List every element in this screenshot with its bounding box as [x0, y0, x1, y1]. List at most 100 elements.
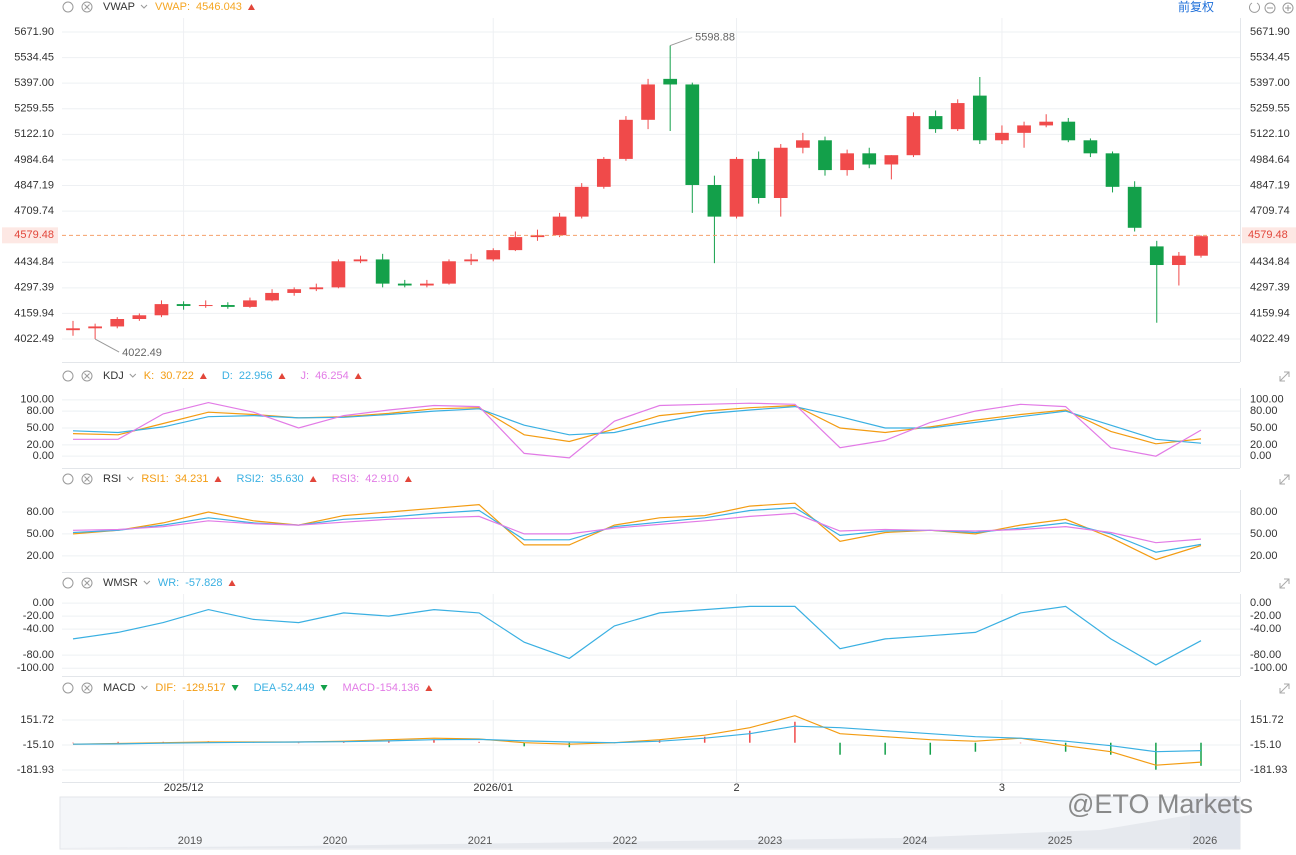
- y2-tick-label: 50.00: [1250, 528, 1278, 540]
- y-tick-label: 5534.45: [14, 51, 54, 63]
- y2-tick-label: 20.00: [1250, 550, 1278, 562]
- trend-up-icon: [228, 580, 236, 586]
- close-mark: [84, 685, 90, 691]
- expand-icon[interactable]: [1279, 474, 1290, 485]
- panel-title[interactable]: WMSR: [103, 577, 138, 589]
- y2-tick-label: 5671.90: [1250, 26, 1290, 38]
- settings-icon[interactable]: [62, 370, 74, 382]
- candle-body: [773, 147, 788, 199]
- candle-body: [1172, 255, 1186, 266]
- y-tick-label: -15.10: [23, 739, 54, 751]
- y-tick-label: 5397.00: [14, 77, 54, 89]
- close-icon[interactable]: [81, 370, 93, 382]
- dropdown-icon: [140, 4, 148, 9]
- legend-name: WR:: [158, 577, 179, 589]
- indicator-line: [72, 512, 1202, 544]
- expand-icon[interactable]: [1279, 371, 1290, 382]
- candle-body: [884, 155, 899, 165]
- y2-tick-label: 0.00: [1250, 450, 1271, 462]
- macd-bar: [523, 742, 525, 747]
- y-tick-label: 80.00: [26, 506, 54, 518]
- settings-icon[interactable]: [62, 473, 74, 485]
- candle-body: [309, 287, 324, 290]
- trend-up-icon: [278, 373, 286, 379]
- close-mark: [84, 4, 90, 10]
- candle-body: [596, 158, 611, 187]
- candle-body: [397, 283, 412, 286]
- trend-up-icon: [404, 476, 412, 482]
- adjust-button[interactable]: 前复权: [1178, 0, 1214, 14]
- y2-tick-label: 4022.49: [1250, 333, 1290, 345]
- y-tick-label: 20.00: [26, 550, 54, 562]
- panel: 80.00 80.00 50.00 50.00 20.00 20.00 RSI RSI1: 34…: [26, 473, 1290, 573]
- y2-tick-label: 0.00: [1250, 597, 1271, 609]
- macd-bar: [839, 742, 841, 755]
- undo-icon[interactable]: [1249, 2, 1260, 13]
- zoom-in-icon[interactable]: [1282, 2, 1294, 14]
- y2-tick-label: 4984.64: [1250, 154, 1290, 166]
- y2-tick-label: -20.00: [1250, 610, 1281, 622]
- trend-up-icon: [199, 373, 207, 379]
- candle-body: [1061, 121, 1076, 141]
- navigator-label: 2024: [903, 835, 927, 847]
- candle-body: [707, 184, 722, 217]
- y2-tick-label: -80.00: [1250, 649, 1281, 661]
- legend-value: 34.231: [175, 473, 209, 485]
- toolbar-icons[interactable]: [1249, 2, 1294, 14]
- candle-body: [862, 153, 877, 165]
- y2-tick-label: -100.00: [1250, 662, 1287, 674]
- candle-body: [840, 153, 854, 171]
- navigator-label: 2026: [1193, 835, 1217, 847]
- y-tick-label: 0.00: [33, 597, 54, 609]
- close-icon[interactable]: [81, 473, 93, 485]
- macd-bar: [1019, 742, 1022, 744]
- candle-body: [420, 283, 434, 286]
- settings-icon[interactable]: [62, 577, 74, 589]
- y-tick-label: -20.00: [23, 610, 54, 622]
- y-tick-label: 5122.10: [14, 128, 54, 140]
- dropdown-icon: [129, 373, 137, 378]
- close-icon[interactable]: [81, 682, 93, 694]
- navigator-area: [60, 812, 1240, 848]
- navigator[interactable]: [59, 796, 1241, 850]
- macd-bar: [1110, 742, 1112, 755]
- indicator-line: [72, 405, 1202, 444]
- candle-body: [154, 304, 169, 316]
- candle-body: [1194, 236, 1208, 256]
- zoom-out-icon[interactable]: [1264, 2, 1276, 14]
- candle-body: [751, 158, 766, 199]
- panel-title[interactable]: MACD: [103, 682, 135, 694]
- navigator-window[interactable]: [1190, 797, 1240, 849]
- settings-icon[interactable]: [62, 682, 74, 694]
- trend-up-icon: [214, 476, 222, 482]
- y-tick-label: 4984.64: [14, 154, 54, 166]
- close-mark: [84, 580, 90, 586]
- x-tick-label: 2: [733, 782, 739, 794]
- y-tick-label: -181.93: [17, 764, 54, 776]
- close-icon[interactable]: [81, 1, 93, 13]
- panel-title[interactable]: VWAP: [103, 1, 135, 13]
- candle-body: [265, 292, 279, 301]
- expand-icon[interactable]: [1279, 683, 1290, 694]
- trend-up-icon: [425, 685, 433, 691]
- legend-value: -154.136: [376, 682, 419, 694]
- y-tick-label: -40.00: [23, 623, 54, 635]
- y-tick-label: -80.00: [23, 649, 54, 661]
- candle-body: [928, 116, 943, 130]
- expand-icon[interactable]: [1279, 578, 1290, 589]
- y-tick-label: 0.00: [33, 450, 54, 462]
- close-icon[interactable]: [81, 577, 93, 589]
- panel-title[interactable]: RSI: [103, 473, 121, 485]
- candle-body: [530, 235, 545, 238]
- y-tick-label: 100.00: [20, 394, 54, 406]
- candle-body: [1039, 121, 1054, 126]
- candle-body: [176, 304, 191, 306]
- candle-body: [508, 237, 523, 251]
- candle-body: [353, 259, 368, 262]
- settings-icon[interactable]: [62, 1, 74, 13]
- legend-name: D:: [222, 370, 233, 382]
- macd-bar: [929, 742, 932, 755]
- panel-title[interactable]: KDJ: [103, 370, 124, 382]
